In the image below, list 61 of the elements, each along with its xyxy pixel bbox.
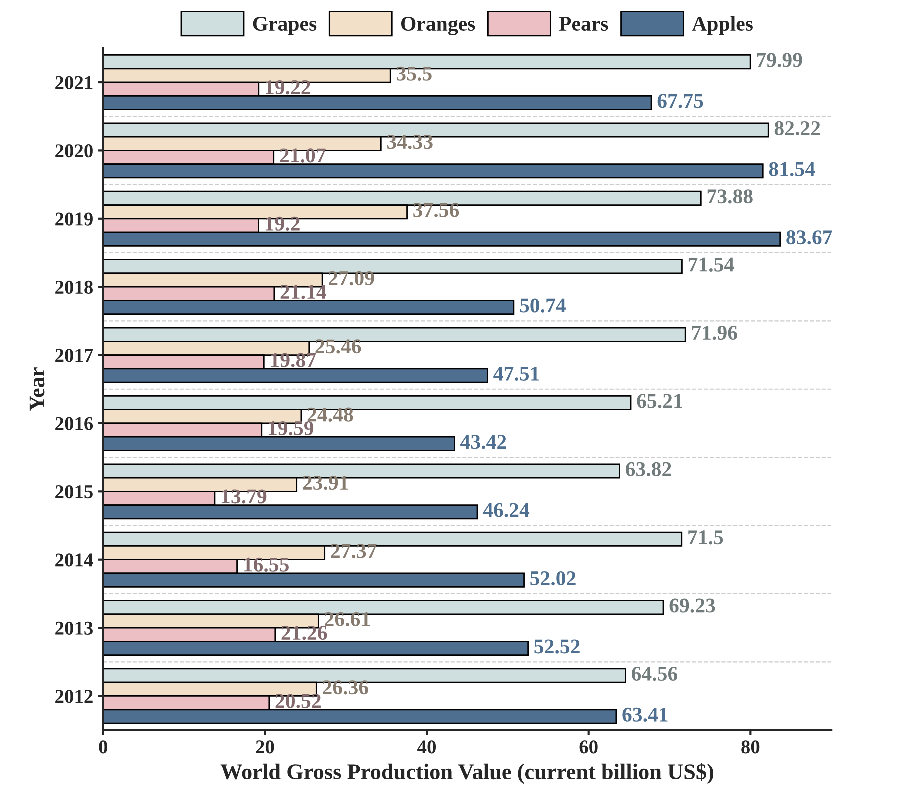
data-label: 23.91 — [303, 476, 348, 490]
data-label: 35.5 — [396, 66, 432, 82]
x-tick-label: 80 — [742, 740, 760, 754]
data-label: 50.74 — [520, 298, 566, 313]
y-tick-label: 2016 — [56, 417, 94, 430]
data-label: 21.26 — [282, 626, 328, 640]
data-label: 43.42 — [460, 435, 506, 450]
y-tick-label: 2018 — [56, 280, 94, 294]
y-tick-label: 2021 — [56, 76, 93, 90]
data-label: 25.46 — [316, 340, 362, 354]
y-tick-label: 2012 — [56, 690, 93, 704]
data-label: 64.56 — [632, 666, 678, 682]
data-label: 21.14 — [280, 285, 326, 300]
data-label: 26.61 — [325, 612, 370, 627]
data-label: 69.23 — [670, 598, 716, 613]
data-label: 19.87 — [271, 353, 316, 368]
x-axis-title: World Gross Production Value (current billion US$) — [220, 763, 714, 784]
data-label: 19.22 — [266, 80, 310, 95]
legend-label: Grapes — [253, 17, 317, 36]
data-label: 34.33 — [387, 135, 433, 150]
data-label: 81.54 — [769, 162, 816, 176]
data-label: 71.96 — [692, 326, 738, 340]
data-label: 63.41 — [622, 708, 668, 722]
x-tick-label: 60 — [580, 740, 598, 754]
y-tick-label: 2014 — [56, 554, 94, 567]
legend-label: Oranges — [401, 17, 476, 36]
data-label: 27.09 — [329, 271, 374, 286]
y-tick-label: 2020 — [56, 144, 93, 158]
data-label: 19.2 — [266, 216, 300, 232]
data-label: 27.37 — [331, 544, 377, 558]
x-tick-label: 40 — [418, 740, 436, 754]
data-label: 52.52 — [534, 640, 580, 654]
y-tick-label: 2015 — [56, 485, 93, 499]
y-tick-label: 2019 — [56, 212, 93, 226]
data-label: 73.88 — [708, 190, 753, 204]
data-label: 52.02 — [530, 571, 576, 586]
data-label: 71.54 — [688, 258, 734, 272]
x-tick-label: 0 — [99, 740, 108, 754]
x-tick-label: 20 — [256, 740, 274, 754]
data-label: 13.79 — [222, 490, 267, 504]
data-label: 79.99 — [757, 53, 802, 68]
data-label: 71.5 — [688, 530, 724, 545]
data-label: 46.24 — [483, 503, 530, 518]
y-axis-title: Year — [30, 368, 45, 412]
data-label: 21.07 — [280, 148, 326, 163]
data-label: 19.59 — [269, 422, 314, 436]
data-label: 67.75 — [658, 94, 704, 108]
data-label: 82.22 — [774, 121, 820, 136]
y-tick-label: 2013 — [56, 622, 93, 635]
data-label: 26.36 — [323, 680, 368, 695]
data-label: 16.55 — [244, 558, 289, 572]
data-label: 37.56 — [414, 203, 460, 218]
data-label: 65.21 — [637, 394, 682, 408]
data-label: 83.67 — [786, 230, 832, 245]
legend-label: Apples — [692, 16, 753, 36]
data-label: 63.82 — [626, 462, 672, 477]
legend-label: Pears — [559, 17, 608, 32]
data-label: 20.52 — [276, 694, 321, 708]
data-label: 47.51 — [494, 366, 540, 382]
data-label: 24.48 — [308, 408, 354, 422]
y-tick-label: 2017 — [56, 349, 94, 362]
